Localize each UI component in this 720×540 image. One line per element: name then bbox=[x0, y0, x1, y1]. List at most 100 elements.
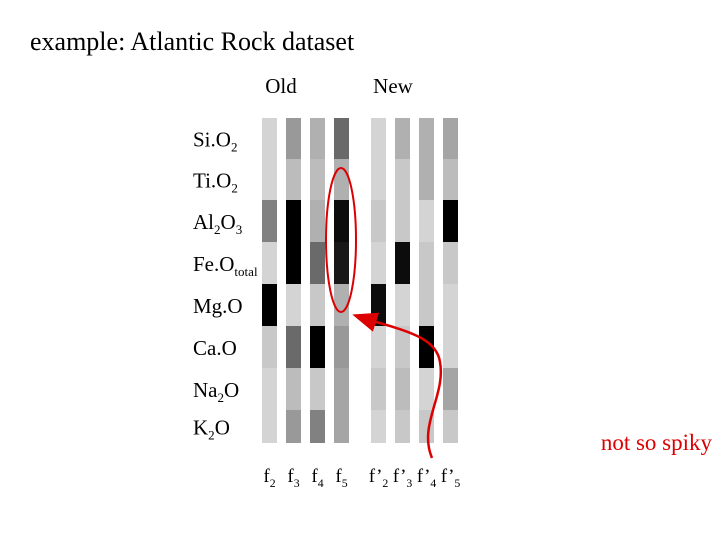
cell bbox=[371, 159, 386, 200]
cell bbox=[262, 242, 277, 284]
cell bbox=[371, 284, 386, 326]
label-text: Mg.O bbox=[193, 294, 243, 318]
label-text: Al bbox=[193, 210, 214, 234]
cell bbox=[395, 118, 410, 159]
cell bbox=[395, 284, 410, 326]
cell bbox=[419, 200, 434, 242]
cell bbox=[286, 410, 301, 443]
row-label: Ca.O bbox=[193, 336, 237, 360]
arrow bbox=[352, 312, 443, 459]
column-label: f2 bbox=[263, 466, 275, 490]
subscript: 3 bbox=[294, 477, 300, 490]
cell bbox=[443, 284, 458, 326]
cell bbox=[443, 368, 458, 410]
cell bbox=[334, 326, 349, 368]
group-label: New bbox=[373, 74, 413, 98]
cell bbox=[262, 118, 277, 159]
label-text: f’ bbox=[369, 466, 383, 487]
cell bbox=[310, 368, 325, 410]
title: example: Atlantic Rock dataset bbox=[30, 27, 355, 56]
column-label: f’5 bbox=[441, 466, 461, 490]
label-text: O bbox=[224, 378, 239, 402]
cell bbox=[286, 242, 301, 284]
cell bbox=[371, 242, 386, 284]
cell bbox=[395, 410, 410, 443]
row-label: Al2O3 bbox=[193, 210, 242, 237]
label-text: K bbox=[193, 416, 208, 440]
subscript: 3 bbox=[406, 477, 412, 490]
label-text: Si.O bbox=[193, 128, 231, 152]
annotation: not so spiky bbox=[601, 430, 713, 455]
label-text: O bbox=[221, 210, 236, 234]
label-text: f’ bbox=[441, 466, 455, 487]
cell bbox=[371, 118, 386, 159]
row-label: K2O bbox=[193, 416, 230, 443]
cell bbox=[334, 368, 349, 410]
cell bbox=[371, 200, 386, 242]
label-text: Ca.O bbox=[193, 336, 237, 360]
cell bbox=[395, 368, 410, 410]
column-label: f5 bbox=[335, 466, 347, 490]
cell bbox=[310, 326, 325, 368]
subscript: 2 bbox=[231, 181, 238, 196]
subscript: 2 bbox=[218, 390, 225, 405]
cell bbox=[419, 118, 434, 159]
cell bbox=[334, 242, 349, 284]
column-label: f3 bbox=[287, 466, 299, 490]
cell bbox=[443, 326, 458, 368]
cell bbox=[443, 242, 458, 284]
subscript: 2 bbox=[382, 477, 388, 490]
cell bbox=[419, 284, 434, 326]
cell bbox=[286, 326, 301, 368]
label-text: f bbox=[263, 466, 270, 487]
cell bbox=[286, 368, 301, 410]
cell bbox=[443, 118, 458, 159]
cell bbox=[262, 368, 277, 410]
row-label: Ti.O2 bbox=[193, 169, 238, 196]
label-text: O bbox=[215, 416, 230, 440]
label-text: f’ bbox=[393, 466, 407, 487]
column-label: f’3 bbox=[393, 466, 413, 490]
cell bbox=[395, 326, 410, 368]
label-text: Fe.O bbox=[193, 252, 234, 276]
label-text: f bbox=[311, 466, 318, 487]
column-label: f’2 bbox=[369, 466, 389, 490]
cell bbox=[286, 118, 301, 159]
group-label: Old bbox=[265, 74, 297, 98]
subscript: 2 bbox=[208, 428, 215, 443]
highlight-ellipse bbox=[325, 167, 357, 313]
subscript: 4 bbox=[430, 477, 436, 490]
cell bbox=[443, 410, 458, 443]
column-label: f’4 bbox=[417, 466, 437, 490]
row-label: Fe.Ototal bbox=[193, 252, 258, 279]
cell bbox=[262, 410, 277, 443]
subscript: 3 bbox=[236, 222, 243, 237]
cell bbox=[262, 159, 277, 200]
label-text: f bbox=[287, 466, 294, 487]
cell bbox=[395, 242, 410, 284]
cell bbox=[371, 410, 386, 443]
cell bbox=[419, 159, 434, 200]
cell bbox=[371, 326, 386, 368]
subscript: 5 bbox=[342, 477, 348, 490]
cell bbox=[419, 368, 434, 410]
subscript: total bbox=[234, 264, 258, 279]
cell bbox=[334, 118, 349, 159]
cell bbox=[286, 159, 301, 200]
label-text: Ti.O bbox=[193, 169, 231, 193]
label-text: f’ bbox=[417, 466, 431, 487]
cell bbox=[395, 200, 410, 242]
cell bbox=[371, 368, 386, 410]
cell bbox=[310, 242, 325, 284]
cell bbox=[443, 159, 458, 200]
cell bbox=[310, 118, 325, 159]
matrix bbox=[262, 118, 458, 443]
cell bbox=[419, 326, 434, 368]
subscript: 5 bbox=[454, 477, 460, 490]
row-label: Si.O2 bbox=[193, 128, 237, 155]
cell bbox=[395, 159, 410, 200]
column-labels: f2 f3 f4 f5 f’2 f’3 f’4 f’5 bbox=[263, 466, 460, 490]
cell bbox=[262, 326, 277, 368]
